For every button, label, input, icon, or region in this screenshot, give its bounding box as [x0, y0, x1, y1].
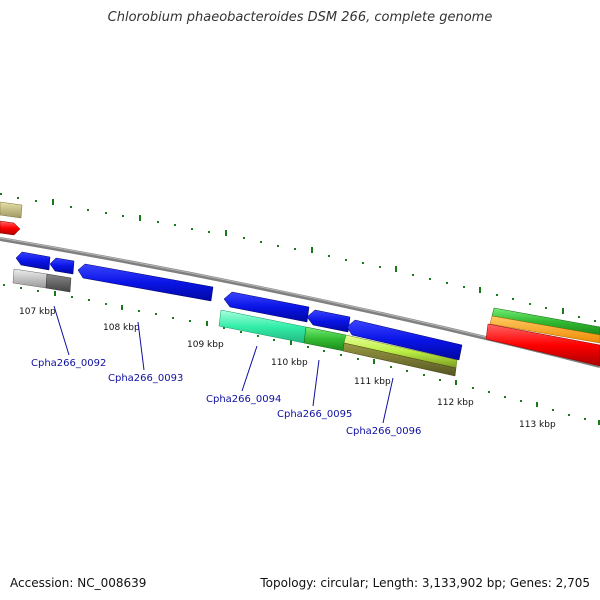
kbp-tick-labels: 107 kbp 108 kbp 109 kbp 110 kbp 111 kbp …	[19, 307, 556, 430]
gene-arrow-cpha266-0095-upper[interactable]	[306, 309, 351, 333]
genome-backbone	[0, 237, 600, 368]
gene-arrow-cpha266-0094-upper[interactable]	[223, 291, 310, 323]
tick-label-112: 112 kbp	[437, 398, 474, 408]
gene-arrow-cpha266-0093[interactable]	[77, 263, 214, 302]
gene-label-cpha266-0095[interactable]: Cpha266_0095	[277, 409, 352, 420]
feature-tan-left[interactable]	[0, 201, 23, 219]
feature-orange-right[interactable]	[489, 315, 600, 344]
gene-labels: Cpha266_0092 Cpha266_0093 Cpha266_0094 C…	[31, 358, 421, 437]
gene-label-cpha266-0092[interactable]: Cpha266_0092	[31, 358, 106, 369]
feature-red-right[interactable]	[485, 323, 600, 367]
tick-label-108: 108 kbp	[103, 323, 140, 333]
feature-red-left[interactable]	[0, 220, 21, 236]
inner-tick-ring	[3, 284, 600, 425]
tick-label-107: 107 kbp	[19, 307, 56, 317]
genome-backbone-highlight	[0, 237, 600, 366]
tick-label-113: 113 kbp	[519, 420, 556, 430]
outer-tick-ring	[0, 193, 596, 322]
accession-label: Accession: NC_008639	[10, 576, 147, 590]
gene-arrow-small-1[interactable]	[15, 251, 51, 271]
gene-label-cpha266-0093[interactable]: Cpha266_0093	[108, 373, 183, 384]
tick-label-110: 110 kbp	[271, 358, 308, 368]
genome-summary-label: Topology: circular; Length: 3,133,902 bp…	[260, 576, 590, 590]
feature-green-right[interactable]	[491, 307, 600, 336]
gene-label-cpha266-0096[interactable]: Cpha266_0096	[346, 426, 421, 437]
gene-arrow-cpha266-0096-upper[interactable]	[346, 319, 463, 361]
gene-arrow-small-2[interactable]	[49, 257, 75, 275]
tick-label-109: 109 kbp	[187, 340, 224, 350]
gene-cpha266-0092-dark[interactable]	[45, 273, 72, 293]
gene-cpha266-0095[interactable]	[303, 326, 347, 352]
gene-leader-lines	[53, 305, 394, 424]
gene-cpha266-0092-light[interactable]	[12, 268, 48, 289]
tick-label-111: 111 kbp	[354, 377, 391, 387]
gene-cpha266-0096-dark[interactable]	[342, 342, 457, 377]
genome-title: Chlorobium phaeobacteroides DSM 266, com…	[107, 10, 493, 25]
gene-label-cpha266-0094[interactable]: Cpha266_0094	[206, 394, 281, 405]
